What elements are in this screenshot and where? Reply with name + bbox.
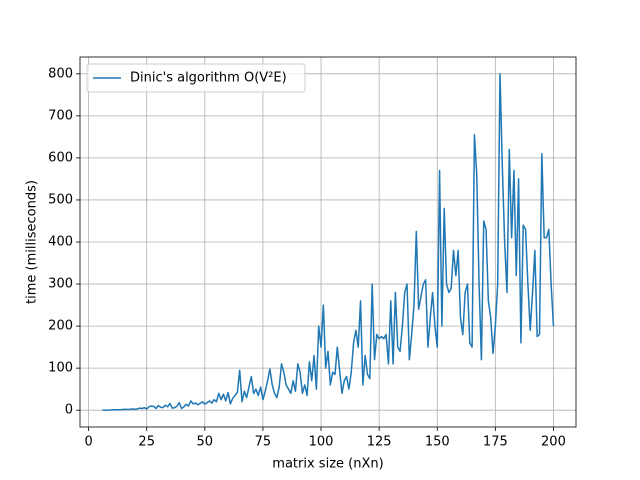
x-axis-label: matrix size (nXn) [272, 457, 383, 472]
x-tick-label: 75 [255, 435, 272, 450]
y-tick-label: 800 [48, 66, 73, 81]
legend-box [86, 63, 306, 93]
y-tick-label: 0 [65, 403, 73, 418]
y-axis-label: time (milliseconds) [25, 180, 40, 304]
y-tick-label: 300 [48, 277, 73, 292]
x-tick-label: 150 [425, 435, 450, 450]
plot-frame [79, 56, 577, 428]
x-tick-label: 25 [138, 435, 155, 450]
y-tick-label: 600 [48, 150, 73, 165]
x-tick-label: 175 [483, 435, 508, 450]
y-tick-label: 200 [48, 319, 73, 334]
x-tick-label: 50 [197, 435, 214, 450]
x-tick-label: 100 [309, 435, 334, 450]
x-tick-label: 0 [84, 435, 92, 450]
legend-label: Dinic's algorithm O(V²E) [130, 71, 287, 86]
legend: Dinic's algorithm O(V²E) [86, 63, 306, 93]
y-tick-label: 500 [48, 192, 73, 207]
data-line [102, 73, 555, 411]
x-tick-label: 125 [367, 435, 392, 450]
x-tick-label: 200 [541, 435, 566, 450]
y-tick-label: 400 [48, 235, 73, 250]
y-tick-label: 100 [48, 361, 73, 376]
y-tick-label: 700 [48, 108, 73, 123]
